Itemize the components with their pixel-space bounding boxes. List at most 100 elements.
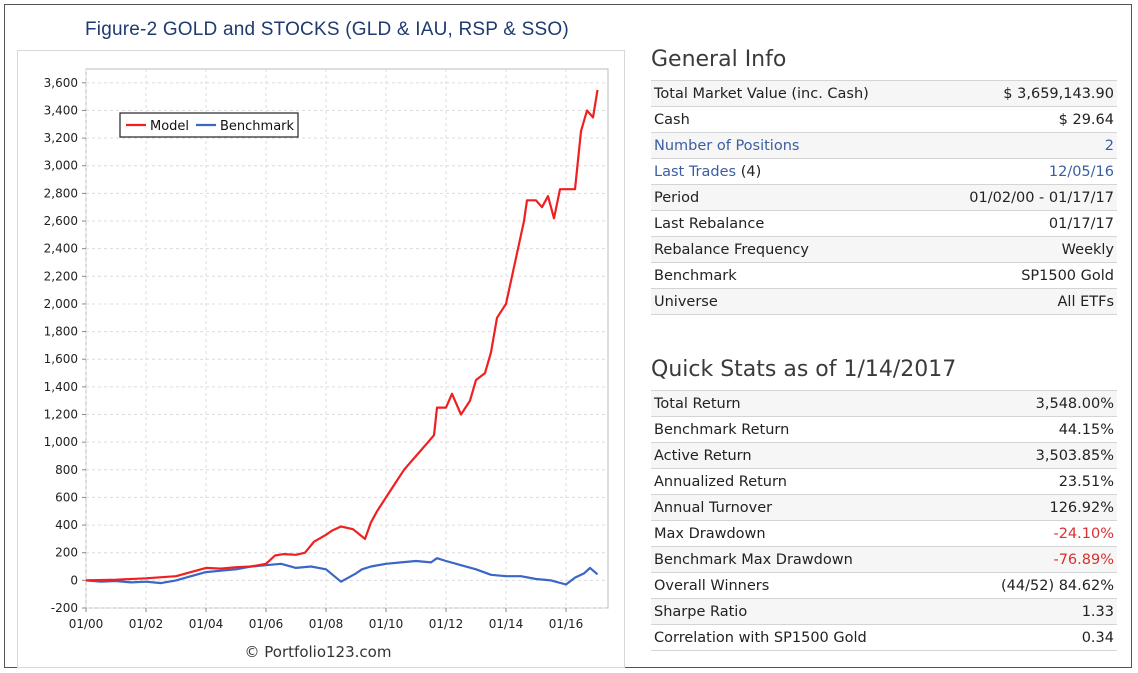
last-trades-date-link[interactable]: 12/05/16	[927, 158, 1117, 185]
row-value: $ 3,659,143.90	[927, 80, 1117, 107]
y-tick-label: 2,600	[44, 214, 78, 228]
table-row: Max Drawdown -24.10%	[651, 520, 1117, 547]
row-value: All ETFs	[927, 288, 1117, 315]
row-value: -76.89%	[952, 546, 1117, 573]
row-label: Active Return	[651, 442, 953, 469]
table-row: Annualized Return 23.51%	[651, 468, 1117, 495]
table-row: Benchmark Max Drawdown -76.89%	[651, 546, 1117, 573]
y-tick-label: 2,000	[44, 297, 78, 311]
y-tick-label: 400	[55, 518, 78, 532]
row-label: Overall Winners	[651, 572, 953, 599]
row-value: 126.92%	[952, 494, 1117, 521]
y-tick-label: 0	[70, 573, 78, 587]
x-tick-label: 01/02	[129, 617, 164, 631]
row-label: Total Return	[651, 390, 953, 417]
table-row: Benchmark Return 44.15%	[651, 416, 1117, 443]
y-tick-label: 2,800	[44, 186, 78, 200]
row-value: $ 29.64	[927, 106, 1117, 133]
row-label: Annual Turnover	[651, 494, 953, 521]
x-tick-label: 01/00	[69, 617, 104, 631]
row-value: (44/52) 84.62%	[952, 572, 1117, 599]
figure-title: Figure-2 GOLD and STOCKS (GLD & IAU, RSP…	[85, 19, 569, 40]
row-label: Benchmark Max Drawdown	[651, 546, 953, 573]
row-label: Correlation with SP1500 Gold	[651, 624, 953, 651]
y-tick-label: 600	[55, 490, 78, 504]
number-of-positions-link[interactable]: Number of Positions	[651, 132, 928, 159]
table-row: Number of Positions 2	[651, 132, 1117, 159]
x-tick-label: 01/16	[549, 617, 584, 631]
table-row: Last Rebalance 01/17/17	[651, 210, 1117, 237]
row-label: Total Market Value (inc. Cash)	[651, 80, 928, 107]
table-row: Annual Turnover 126.92%	[651, 494, 1117, 521]
table-row: Sharpe Ratio 1.33	[651, 598, 1117, 625]
chart-axes: -200 0 200 400 600 800 1,000 1,200 1,400 1,600 1,8…	[44, 76, 584, 631]
line-chart: -200 0 200 400 600 800 1,000 1,200 1,400 1,600 1,8…	[44, 68, 609, 661]
x-tick-label: 01/06	[249, 617, 284, 631]
table-row: Universe All ETFs	[651, 288, 1117, 315]
chart-container: -200 0 200 400 600 800 1,000 1,200 1,400 1,600 1,8…	[17, 50, 625, 668]
quick-stats-heading: Quick Stats as of 1/14/2017	[651, 357, 957, 382]
chart-grid	[85, 68, 609, 609]
row-value: SP1500 Gold	[927, 262, 1117, 289]
row-label: Last Trades (4)	[651, 158, 928, 185]
x-tick-label: 01/08	[309, 617, 344, 631]
row-label: Sharpe Ratio	[651, 598, 953, 625]
x-tick-label: 01/10	[369, 617, 404, 631]
table-row: Last Trades (4) 12/05/16	[651, 158, 1117, 185]
row-label: Cash	[651, 106, 928, 133]
legend-label: Model	[150, 119, 189, 134]
row-value: 3,503.85%	[952, 442, 1117, 469]
row-value: 01/17/17	[927, 210, 1117, 237]
y-tick-label: 1,200	[44, 408, 78, 422]
y-tick-label: -200	[51, 601, 78, 615]
table-row: Active Return 3,503.85%	[651, 442, 1117, 469]
row-value: 01/02/00 - 01/17/17	[927, 184, 1117, 211]
row-label: Annualized Return	[651, 468, 953, 495]
y-tick-label: 200	[55, 546, 78, 560]
y-tick-label: 3,400	[44, 103, 78, 117]
y-tick-label: 2,400	[44, 242, 78, 256]
table-row: Correlation with SP1500 Gold 0.34	[651, 624, 1117, 651]
row-value: 0.34	[952, 624, 1117, 651]
table-row: Total Return 3,548.00%	[651, 390, 1117, 417]
y-tick-label: 3,600	[44, 76, 78, 90]
y-tick-label: 800	[55, 463, 78, 477]
table-row: Overall Winners (44/52) 84.62%	[651, 572, 1117, 599]
quick-stats-panel: Quick Stats as of 1/14/2017 Total Return…	[651, 357, 1117, 651]
y-tick-label: 3,200	[44, 131, 78, 145]
row-label: Rebalance Frequency	[651, 236, 928, 263]
quick-stats-table: Total Return 3,548.00% Benchmark Return …	[651, 390, 1117, 651]
y-tick-label: 1,600	[44, 352, 78, 366]
x-tick-label: 01/14	[489, 617, 524, 631]
general-info-panel: General Info Total Market Value (inc. Ca…	[651, 47, 1117, 315]
last-trades-count: (4)	[740, 163, 762, 180]
x-tick-label: 01/04	[189, 617, 224, 631]
y-tick-label: 2,200	[44, 269, 78, 283]
series-line-model	[85, 89, 599, 582]
table-row: Benchmark SP1500 Gold	[651, 262, 1117, 289]
row-value: 23.51%	[952, 468, 1117, 495]
row-label: Last Rebalance	[651, 210, 928, 237]
y-tick-label: 1,400	[44, 380, 78, 394]
row-label: Period	[651, 184, 928, 211]
general-info-heading: General Info	[651, 47, 787, 72]
series-line-benchmark	[85, 557, 599, 586]
table-row: Cash $ 29.64	[651, 106, 1117, 133]
row-label: Benchmark Return	[651, 416, 953, 443]
row-label: Max Drawdown	[651, 520, 953, 547]
chart-legend: Model Benchmark	[119, 112, 299, 138]
figure-frame: Figure-2 GOLD and STOCKS (GLD & IAU, RSP…	[4, 4, 1132, 668]
plot-area	[85, 68, 609, 609]
row-value: 44.15%	[952, 416, 1117, 443]
row-value: Weekly	[927, 236, 1117, 263]
table-row: Total Market Value (inc. Cash) $ 3,659,1…	[651, 80, 1117, 107]
row-value: 1.33	[952, 598, 1117, 625]
last-trades-link[interactable]: Last Trades	[654, 163, 737, 180]
number-of-positions-value[interactable]: 2	[927, 132, 1117, 159]
watermark: © Portfolio123.com	[245, 643, 392, 661]
row-label: Universe	[651, 288, 928, 315]
legend-label: Benchmark	[220, 119, 295, 134]
general-info-table: Total Market Value (inc. Cash) $ 3,659,1…	[651, 80, 1117, 315]
table-row: Period 01/02/00 - 01/17/17	[651, 184, 1117, 211]
row-value: 3,548.00%	[952, 390, 1117, 417]
